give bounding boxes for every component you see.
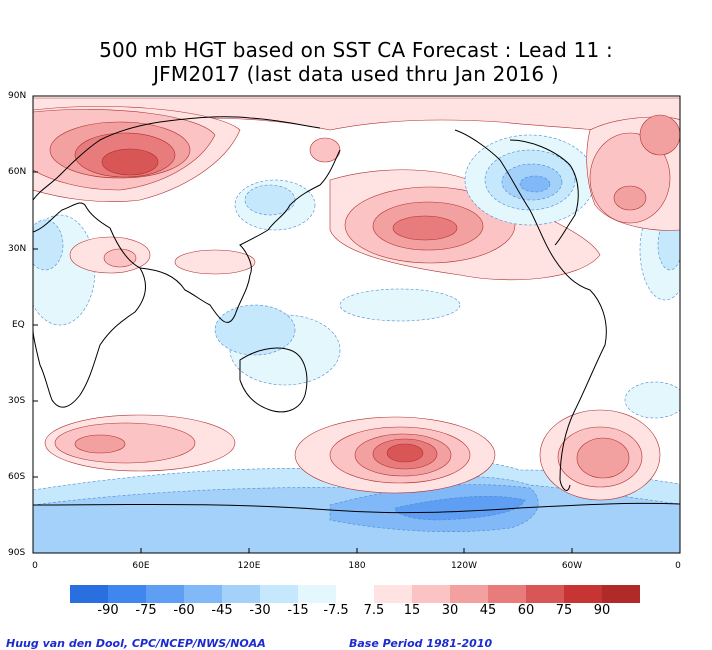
legend-label: 90 (593, 603, 611, 618)
legend-swatch (146, 585, 184, 603)
legend-label: -90 (97, 603, 119, 618)
lat-label-90s: 90S (8, 548, 26, 558)
legend-label: 7.5 (363, 603, 385, 618)
lat-label-60n: 60N (8, 167, 27, 177)
legend-label: 30 (441, 603, 459, 618)
legend-swatch (488, 585, 526, 603)
lon-label-180: 180 (348, 561, 366, 571)
coastline-outline (32, 116, 681, 514)
legend-swatch (222, 585, 260, 603)
base-period-text: Base Period 1981-2010 (349, 637, 493, 650)
lat-label-eq: EQ (12, 320, 25, 330)
legend-label: -60 (173, 603, 195, 618)
lat-label-30s: 30S (8, 396, 26, 406)
lat-label-30n: 30N (8, 244, 27, 254)
legend-label: 45 (479, 603, 497, 618)
legend-label: 60 (517, 603, 535, 618)
legend-label: -7.5 (323, 603, 349, 618)
legend-swatch (184, 585, 222, 603)
legend-swatch (260, 585, 298, 603)
lon-label-120w: 120W (450, 561, 478, 571)
legend-swatch (298, 585, 336, 603)
legend-label: -45 (211, 603, 233, 618)
legend-swatch (336, 585, 374, 603)
legend-label: 75 (555, 603, 573, 618)
lon-label-60e: 60E (132, 561, 150, 571)
legend-swatch (108, 585, 146, 603)
lat-label-60s: 60S (8, 472, 26, 482)
lon-label-0-east: 0 (675, 561, 681, 571)
title-line-1: 500 mb HGT based on SST CA Forecast : Le… (99, 38, 613, 62)
lon-label-60w: 60W (561, 561, 583, 571)
lat-label-90n: 90N (8, 91, 27, 101)
axis-ticks (33, 95, 573, 554)
legend-swatch (412, 585, 450, 603)
legend-swatch (450, 585, 488, 603)
legend-swatch (374, 585, 412, 603)
color-legend-bar (70, 585, 640, 603)
legend-label: -15 (287, 603, 309, 618)
anomaly-field (33, 96, 680, 553)
legend-swatch (526, 585, 564, 603)
credit-text: Huug van den Dool, CPC/NCEP/NWS/NOAA (6, 637, 266, 650)
title-line-2: JFM2017 (last data used thru Jan 2016 ) (153, 62, 559, 86)
legend-label: -75 (135, 603, 157, 618)
legend-label: 15 (403, 603, 421, 618)
lon-label-120e: 120E (237, 561, 261, 571)
lon-label-0-west: 0 (32, 561, 38, 571)
legend-swatch (70, 585, 108, 603)
legend-swatch (602, 585, 640, 603)
legend-label: -30 (249, 603, 271, 618)
legend-swatch (564, 585, 602, 603)
